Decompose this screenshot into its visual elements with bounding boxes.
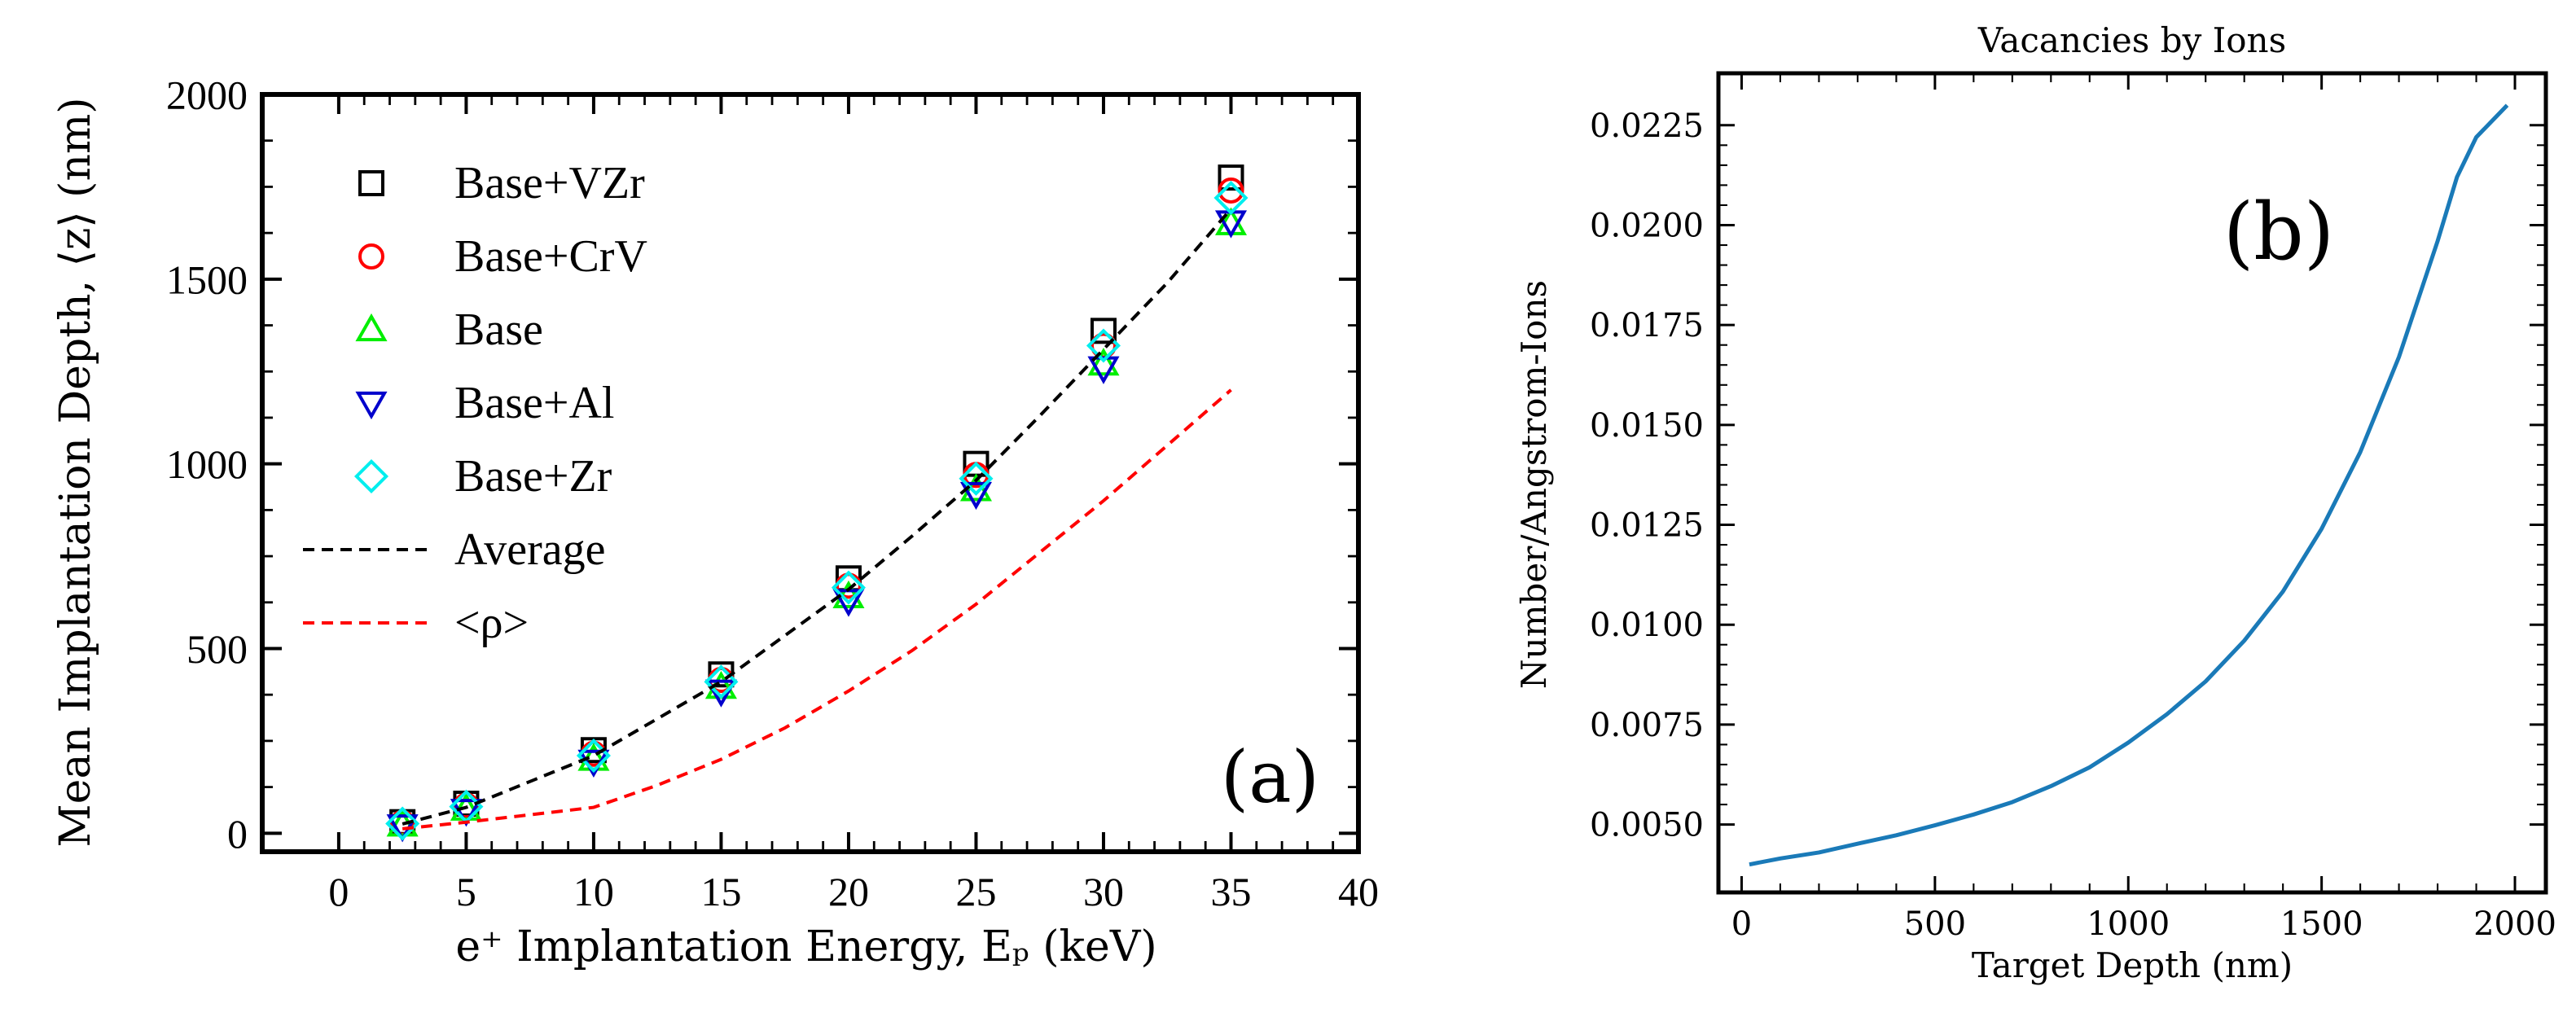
panel-b-y-tick-label: 0.0100 — [1590, 607, 1704, 644]
panel-a-x-axis-label: e⁺ Implantation Energy, Eₚ (keV) — [455, 923, 1156, 971]
panel-a-plot-frame — [260, 92, 1361, 854]
data-point-base — [1087, 348, 1120, 376]
legend-label: Average — [454, 524, 606, 575]
series-series — [402, 388, 1232, 831]
panel-b-y-tick-label: 0.0075 — [1590, 707, 1704, 744]
series-average-line — [402, 208, 1233, 826]
panel-b-y-tick-label: 0.0225 — [1590, 107, 1704, 145]
panel-b-y-tick-label: 0.0200 — [1590, 207, 1704, 244]
legend-item-base-vzr: Base+VZr — [358, 158, 645, 208]
panel-a-label: (a) — [1221, 735, 1319, 819]
vacancies-line — [1749, 103, 2509, 867]
series-series-line — [402, 388, 1232, 831]
panel-a-x-tick-label: 0 — [328, 869, 349, 914]
panel-a-x-tick-label: 15 — [700, 869, 741, 914]
panel-b-x-axis-label: Target Depth (nm) — [1972, 945, 2293, 985]
legend-label: Base+VZr — [454, 158, 645, 208]
panel-b-title: Vacancies by Ions — [1977, 20, 2286, 60]
panel-a-x-tick-label: 20 — [828, 869, 869, 914]
panel-b-y-tick-label: 0.0125 — [1590, 507, 1704, 545]
legend-label: <ρ> — [454, 598, 529, 648]
data-point-base-zr — [959, 461, 994, 496]
panel-b-x-tick-label: 0 — [1731, 905, 1752, 943]
legend-item-average: Average — [303, 524, 606, 575]
legend-marker-base — [355, 313, 388, 342]
panel-b-y-axis-label: Number/Angstrom-Ions — [1514, 280, 1554, 689]
panel-b-x-tick-label: 1500 — [2280, 905, 2363, 943]
panel-a-x-tick-label: 10 — [573, 869, 614, 914]
panel-a-x-tick-label: 35 — [1210, 869, 1251, 914]
data-point-base-zr — [385, 806, 420, 841]
panel-b-label: (b) — [2223, 186, 2334, 278]
panel-a-y-axis-label: Mean Implantation Depth, ⟨z⟩ (nm) — [51, 97, 100, 847]
data-point-base-vzr — [1218, 164, 1244, 191]
legend-label: Base+CrV — [454, 231, 647, 282]
data-point-base-zr — [1213, 180, 1249, 216]
panel-b-x-tick-label: 500 — [1904, 905, 1966, 943]
data-point-base-al — [959, 481, 993, 511]
panel-a-y-tick-label: 1000 — [166, 441, 248, 487]
panel-a-x-tick-label: 40 — [1338, 869, 1379, 914]
panel-b-chart: 0 500 1000 1500 2000 0.0050 0.0075 0.0100 0.0125… — [1514, 20, 2556, 985]
panel-b-x-tick-label: 1000 — [2087, 905, 2170, 943]
data-point-base-al — [704, 679, 737, 708]
panel-a-y-tick-label: 0 — [227, 811, 248, 857]
legend-marker-base-zr — [353, 458, 389, 494]
panel-b-plot-frame — [1716, 71, 2548, 895]
data-point-base-zr — [704, 664, 739, 699]
data-point-base-al — [1087, 356, 1120, 384]
panel-b-y-tick-label: 0.0050 — [1590, 807, 1704, 844]
panel-b-y-tick-label: 0.0150 — [1590, 407, 1704, 445]
legend-label: Base+Zr — [454, 451, 612, 502]
legend-item-base-al: Base+Al — [355, 378, 614, 428]
panel-a-legend: Base+VZr Base+CrV Base Base+Al Base+Zr Averag… — [303, 158, 647, 648]
legend-marker-base-al — [355, 391, 388, 420]
data-point-base-zr — [831, 570, 866, 605]
panel-a-y-tick-label: 2000 — [166, 72, 248, 118]
series-average — [402, 208, 1233, 826]
legend-label: Base+Al — [454, 378, 614, 428]
panel-a-y-tick-label: 1500 — [166, 256, 248, 302]
panel-a-x-tick-label: 25 — [955, 869, 996, 914]
panel-b-y-tick-label: 0.0175 — [1590, 307, 1704, 344]
legend-marker-base-vzr — [358, 170, 384, 196]
panel-a-chart: Base+VZr Base+CrV Base Base+Al Base+Zr Averag… — [51, 72, 1379, 972]
legend-item-base: Base — [355, 305, 543, 355]
legend-item-base-zr: Base+Zr — [353, 451, 612, 502]
legend-label: Base — [454, 305, 543, 355]
data-point-base-al — [450, 799, 482, 827]
panel-b-x-tick-label: 2000 — [2473, 905, 2556, 943]
panel-a-x-tick-label: 30 — [1083, 869, 1124, 914]
data-point-base-crv — [1218, 177, 1244, 204]
legend-item-base-crv: Base+CrV — [358, 231, 647, 282]
legend-item-series: <ρ> — [303, 598, 529, 648]
panel-a-x-tick-label: 5 — [456, 869, 476, 914]
data-point-base-vzr — [1090, 318, 1117, 344]
panel-a-y-tick-label: 500 — [187, 626, 248, 672]
legend-marker-base-crv — [358, 243, 384, 270]
